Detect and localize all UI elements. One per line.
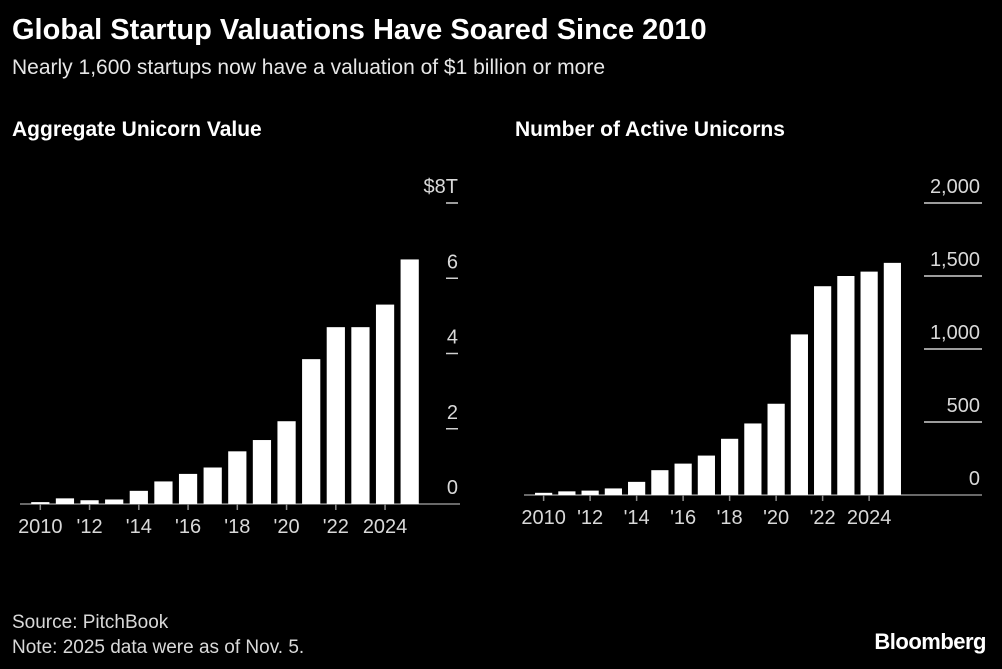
- y-tick-label: 500: [947, 395, 980, 417]
- bar-2011: [558, 491, 576, 495]
- bar-2025: [883, 262, 901, 495]
- bar-2025: [400, 259, 419, 504]
- y-tick-label: 4: [447, 327, 458, 349]
- x-tick-label: 2024: [363, 516, 408, 538]
- bar-2024: [860, 271, 878, 495]
- x-tick-label: '22: [810, 507, 836, 529]
- bar-2021: [302, 359, 321, 504]
- x-tick-label: '12: [577, 507, 603, 529]
- bar-2012: [80, 500, 99, 504]
- y-tick-label: 1,000: [930, 322, 980, 344]
- y-tick-label: 1,500: [930, 249, 980, 271]
- y-tick-label: 0: [447, 477, 458, 499]
- data-note: Note: 2025 data were as of Nov. 5.: [12, 637, 305, 658]
- bar-2015: [154, 481, 173, 504]
- bar-2019: [252, 440, 272, 504]
- bar-2014: [129, 490, 148, 504]
- y-tick-label: 0: [969, 468, 980, 490]
- x-tick-label: '20: [274, 516, 300, 538]
- x-tick-label: '18: [717, 507, 743, 529]
- y-tick-label: 6: [447, 251, 458, 273]
- bar-2016: [178, 473, 198, 504]
- x-tick-label: '14: [624, 507, 650, 529]
- x-tick-label: '20: [763, 507, 789, 529]
- bar-2018: [228, 451, 247, 504]
- bar-2017: [697, 455, 715, 495]
- bar-2012: [581, 490, 599, 495]
- bar-2020: [767, 403, 785, 495]
- x-tick-label: '16: [670, 507, 696, 529]
- bar-2020: [277, 421, 296, 504]
- bar-2016: [674, 463, 692, 495]
- right-chart-title: Number of Active Unicorns: [515, 118, 785, 141]
- bar-2010: [31, 502, 50, 504]
- left-chart-title: Aggregate Unicorn Value: [12, 118, 262, 141]
- bar-2023: [837, 276, 855, 495]
- bar-2019: [744, 423, 762, 495]
- bar-2022: [326, 327, 345, 504]
- bar-2011: [55, 498, 75, 504]
- bar-2021: [790, 334, 808, 495]
- x-tick-label: 2010: [521, 507, 566, 529]
- bar-2010: [535, 492, 553, 495]
- bar-2018: [721, 438, 739, 495]
- y-tick-label: 2,000: [930, 176, 980, 198]
- x-tick-label: 2024: [847, 507, 892, 529]
- bar-2015: [651, 470, 669, 495]
- bar-2013: [604, 488, 622, 495]
- y-tick-label: $8T: [424, 176, 458, 198]
- bar-2024: [375, 304, 395, 504]
- x-tick-label: '16: [175, 516, 201, 538]
- x-tick-label: '12: [77, 516, 103, 538]
- chart-subtitle: Nearly 1,600 startups now have a valuati…: [12, 56, 606, 79]
- x-tick-label: '18: [224, 516, 250, 538]
- bar-2022: [814, 286, 832, 495]
- x-tick-label: '14: [126, 516, 152, 538]
- source-note: Source: PitchBook: [12, 612, 169, 633]
- bar-2014: [628, 481, 646, 495]
- bar-2017: [203, 467, 222, 504]
- bar-2023: [351, 327, 370, 504]
- bar-2013: [105, 499, 124, 504]
- y-tick-label: 2: [447, 402, 458, 424]
- x-tick-label: 2010: [18, 516, 63, 538]
- chart-title: Global Startup Valuations Have Soared Si…: [12, 14, 707, 46]
- bloomberg-logo: Bloomberg: [874, 629, 986, 654]
- x-tick-label: '22: [323, 516, 349, 538]
